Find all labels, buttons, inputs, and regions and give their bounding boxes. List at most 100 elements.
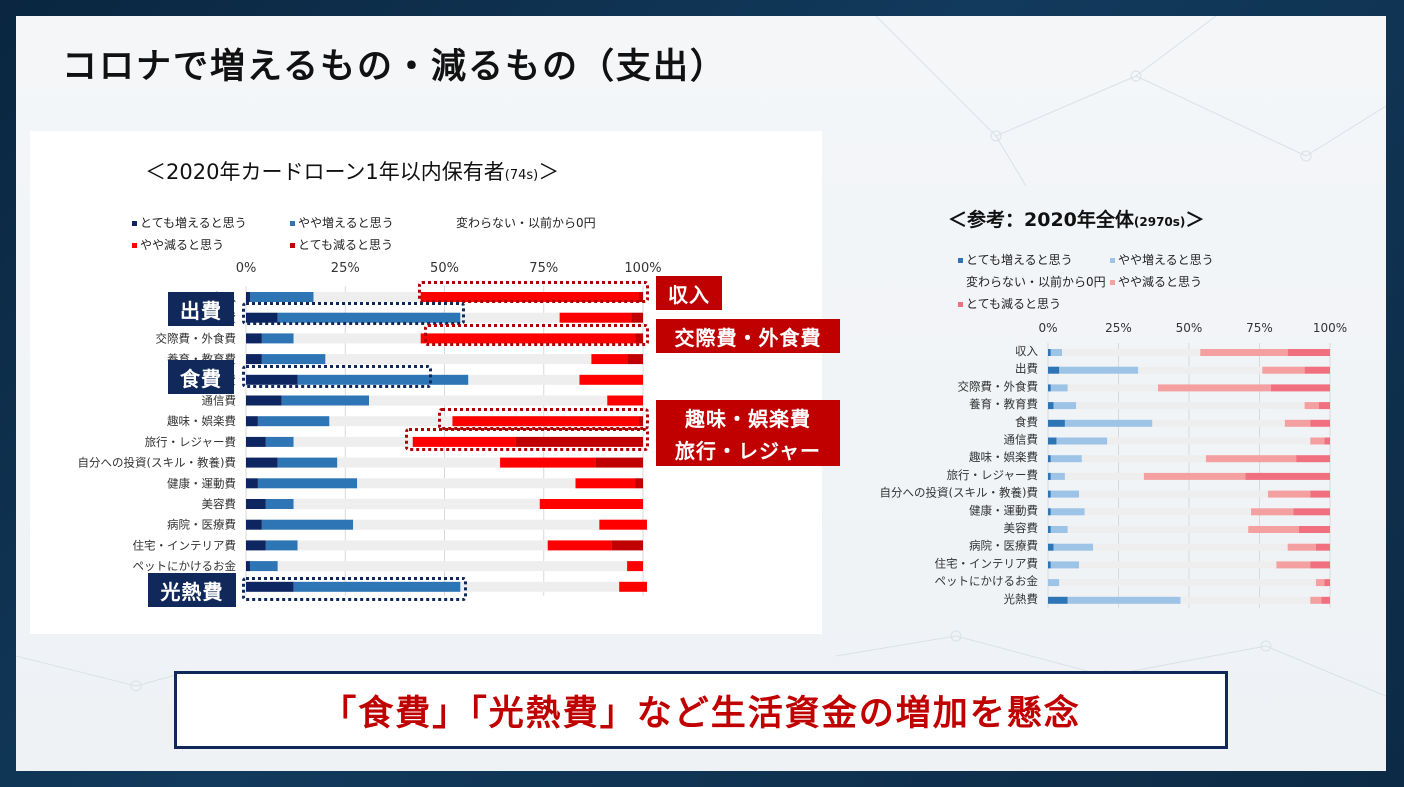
- right-legend-item-4: やや減ると思う: [1110, 273, 1202, 290]
- right-bar-3-s3: [1304, 402, 1319, 410]
- decorative-network-lines: [16, 16, 1386, 697]
- right-bar-1-s2: [1138, 366, 1263, 374]
- right-bar-11-s4: [1315, 543, 1330, 551]
- right-bar-13-s3: [1315, 579, 1325, 587]
- left-bar-2-s3: [420, 333, 636, 344]
- left-bar-11-s0: [246, 519, 262, 530]
- left-bar-2-s4: [635, 333, 643, 344]
- right-category-label-5: 通信費: [1004, 433, 1039, 447]
- right-bar-9-s1: [1050, 508, 1085, 516]
- right-x-tick-label-1: 25%: [1105, 321, 1132, 335]
- right-category-label-4: 食費: [1015, 415, 1038, 429]
- left-bar-0-s0: [246, 292, 250, 302]
- left-x-tick-label-0: 0%: [236, 261, 257, 276]
- left-bar-3-s1: [261, 354, 326, 365]
- left-bar-7-s0: [246, 436, 266, 447]
- left-category-label-5: 通信費: [202, 394, 237, 408]
- left-bar-14-s2: [460, 581, 620, 592]
- left-bar-7-s2: [293, 436, 413, 447]
- highlight-food: [242, 365, 432, 388]
- left-category-label-11: 病院・医療費: [167, 518, 236, 532]
- right-bar-14-s2: [1180, 596, 1311, 604]
- right-bar-8-s3: [1267, 490, 1311, 498]
- highlight-utility: [242, 577, 467, 601]
- left-bar-6-s4: [639, 416, 643, 427]
- right-bar-5-s2: [1107, 437, 1311, 445]
- right-legend-item-2: やや増えると思う: [1110, 251, 1214, 268]
- right-bar-1-s4: [1304, 366, 1330, 374]
- left-bar-4-s2: [468, 374, 580, 385]
- left-bar-6-s3: [452, 416, 640, 427]
- left-category-label-13: ペットにかけるお金: [133, 559, 237, 573]
- left-bar-1-s2: [460, 312, 560, 323]
- right-bar-0-s3: [1200, 349, 1288, 356]
- right-bar-11-s0: [1048, 543, 1054, 551]
- left-bar-1-s3: [559, 312, 632, 323]
- right-category-label-13: ペットにかけるお金: [935, 574, 1039, 588]
- callout-expense: 出費: [168, 292, 234, 326]
- right-bar-7-s0: [1048, 472, 1051, 480]
- right-bar-4-s0: [1048, 419, 1065, 427]
- left-legend-item-2: やや増えると思う: [290, 214, 394, 231]
- right-chart-title-main: ＜参考：2020年全体: [948, 209, 1134, 231]
- right-bar-12-s1: [1050, 561, 1080, 569]
- left-legend-item-3: 変わらない・以前から0円: [456, 216, 596, 230]
- right-bar-14-s4: [1321, 596, 1330, 604]
- callout-hobby: 趣味・娯楽費: [656, 400, 840, 434]
- right-category-label-14: 光熱費: [1004, 592, 1039, 606]
- right-bar-11-s3: [1287, 543, 1316, 551]
- right-category-label-11: 病院・医療費: [969, 539, 1038, 553]
- left-bar-4-s0: [246, 374, 298, 385]
- left-bar-2-s1: [261, 333, 294, 344]
- right-bar-5-s3: [1310, 437, 1325, 445]
- right-bar-10-s1: [1050, 526, 1068, 533]
- right-chart-title: ＜参考：2020年全体(2970s)＞: [948, 205, 1204, 232]
- left-bar-14-s1: [293, 581, 461, 592]
- right-bar-4-s4: [1310, 419, 1330, 427]
- right-bar-6-s4: [1296, 455, 1330, 463]
- right-legend-item-5: とても減ると思う: [958, 295, 1061, 312]
- left-bar-14-s3: [619, 581, 647, 592]
- left-category-label-7: 旅行・レジャー費: [145, 435, 236, 449]
- left-bar-12-s2: [297, 540, 548, 551]
- left-bar-14-s0: [246, 581, 294, 592]
- left-bar-3-s0: [246, 354, 262, 365]
- left-x-tick-label-4: 100%: [624, 261, 661, 276]
- right-bar-11-s1: [1053, 543, 1094, 551]
- left-bar-7-s4: [515, 436, 643, 447]
- conclusion-banner: 「食費」「光熱費」など生活資金の増加を懸念: [174, 671, 1228, 749]
- left-bar-12-s1: [265, 540, 298, 551]
- left-bar-10-s3: [539, 499, 643, 509]
- left-x-tick-label-1: 25%: [331, 261, 360, 276]
- left-bar-7-s3: [412, 436, 516, 447]
- right-bar-6-s1: [1050, 455, 1082, 463]
- right-category-label-8: 自分への投資(スキル・教養)費: [880, 486, 1038, 500]
- right-category-label-7: 旅行・レジャー費: [947, 468, 1038, 482]
- right-bar-0-s4: [1287, 349, 1330, 356]
- left-bar-0-s2: [313, 292, 421, 302]
- right-category-label-0: 収入: [1015, 344, 1038, 358]
- left-category-label-2: 交際費・外食費: [156, 331, 237, 345]
- highlight-expense: [242, 302, 465, 325]
- right-bar-12-s3: [1276, 561, 1311, 569]
- left-bar-8-s4: [595, 457, 643, 468]
- left-bar-9-s4: [635, 478, 643, 489]
- right-bar-14-s0: [1048, 596, 1068, 604]
- left-bar-11-s2: [353, 519, 600, 530]
- callout-travel: 旅行・レジャー: [656, 432, 840, 466]
- right-bar-6-s3: [1205, 455, 1297, 463]
- right-bar-14-s1: [1067, 596, 1181, 604]
- left-bar-5-s2: [369, 395, 608, 406]
- right-bar-13-s2: [1059, 579, 1316, 587]
- right-bar-12-s4: [1310, 561, 1330, 569]
- left-bar-13-s2: [277, 561, 628, 572]
- right-bar-7-s1: [1050, 472, 1065, 480]
- right-category-label-12: 住宅・インテリア費: [935, 556, 1039, 570]
- right-bar-2-s4: [1270, 384, 1330, 392]
- left-bar-5-s1: [281, 395, 370, 406]
- right-category-label-2: 交際費・外食費: [958, 379, 1039, 393]
- left-bar-12-s3: [547, 540, 612, 551]
- left-legend-item-5: とても減ると思う: [290, 236, 393, 253]
- left-bar-13-s1: [249, 561, 278, 572]
- right-bar-9-s4: [1293, 508, 1330, 516]
